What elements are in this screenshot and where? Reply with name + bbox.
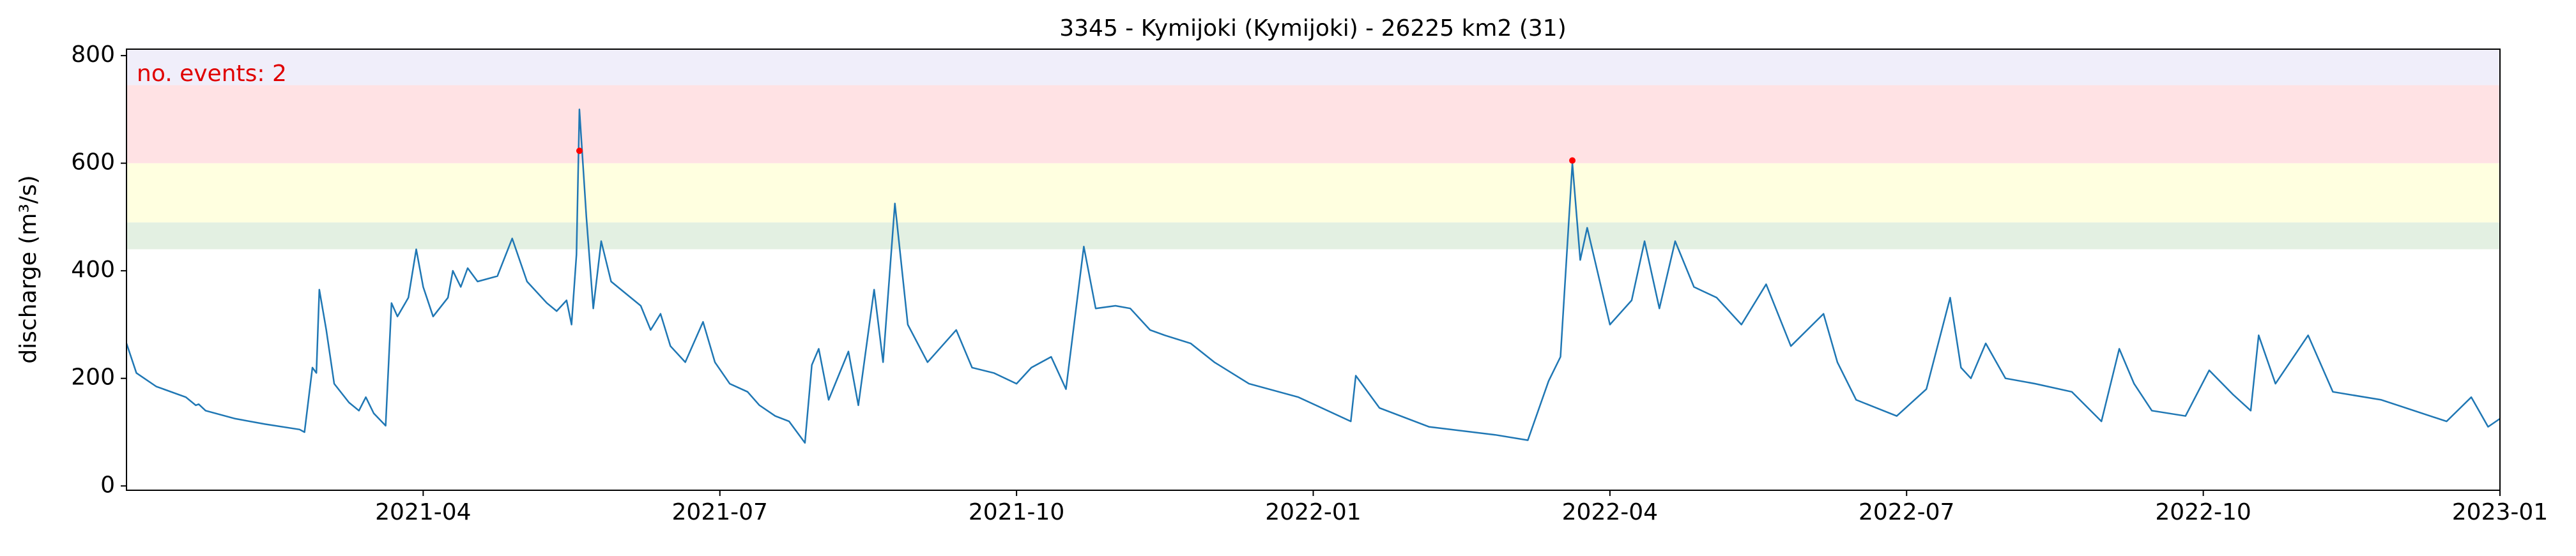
threshold-band: [126, 222, 2500, 250]
event-point: [576, 147, 583, 154]
x-tick-label: 2021-04: [375, 499, 471, 525]
x-tick-label: 2022-04: [1562, 499, 1658, 525]
x-tick-label: 2021-07: [672, 499, 768, 525]
y-tick-label: 400: [71, 257, 115, 283]
chart-title: 3345 - Kymijoki (Kymijoki) - 26225 km2 (…: [1059, 15, 1567, 41]
y-tick-label: 800: [71, 41, 115, 68]
x-tick-label: 2022-01: [1265, 499, 1361, 525]
y-tick-label: 600: [71, 149, 115, 176]
y-axis-label: discharge (m³/s): [15, 175, 42, 363]
plot-frame: [126, 49, 2501, 491]
annotation: no. events: 2: [137, 61, 287, 87]
threshold-band: [126, 49, 2500, 86]
threshold-band: [126, 163, 2500, 223]
x-tick-label: 2021-10: [969, 499, 1064, 525]
event-point: [1569, 157, 1576, 164]
x-tick-label: 2022-07: [1859, 499, 1954, 525]
discharge-line: [125, 109, 2501, 444]
y-tick-label: 200: [71, 364, 115, 391]
x-tick-label: 2022-10: [2155, 499, 2251, 525]
y-tick-label: 0: [100, 472, 115, 498]
x-tick-label: 2023-01: [2452, 499, 2548, 525]
threshold-band: [126, 85, 2500, 163]
